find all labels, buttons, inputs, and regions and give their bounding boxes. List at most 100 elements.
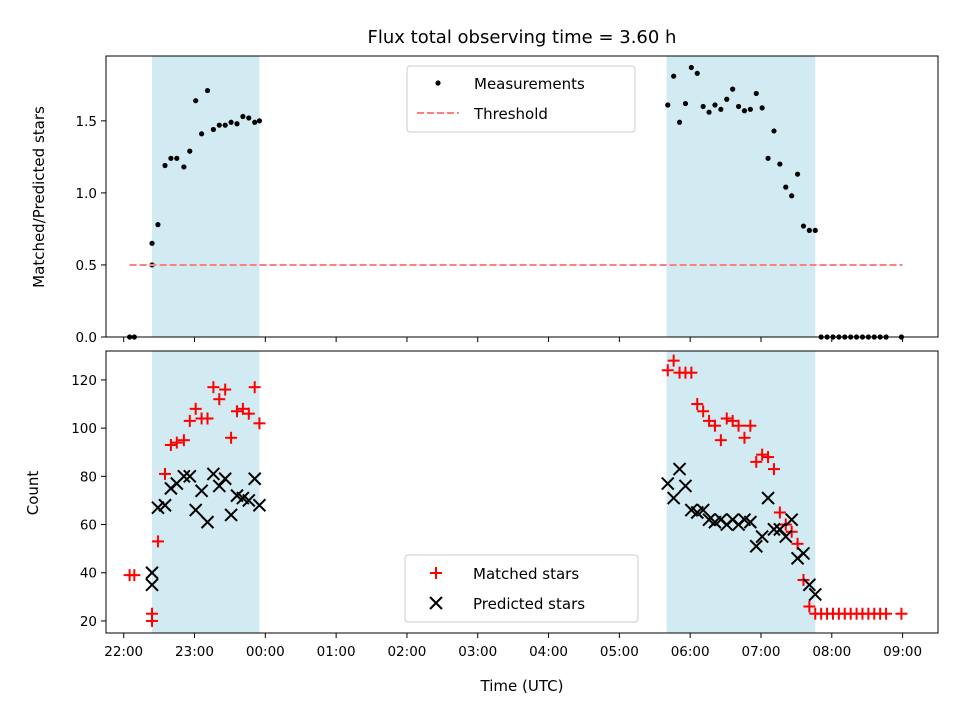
y-tick-label: 40 xyxy=(80,566,97,582)
predicted-star-point xyxy=(802,578,817,592)
measurement-point xyxy=(198,131,205,137)
matched-star-point xyxy=(732,419,745,432)
matched-star-point xyxy=(756,448,769,461)
predicted-star-point xyxy=(743,515,758,529)
matched-star-point xyxy=(225,431,238,444)
matched-star-point xyxy=(146,614,159,627)
matched-star-point xyxy=(720,412,733,425)
predicted-star-point xyxy=(767,522,781,537)
measurement-point xyxy=(789,193,795,199)
measurement-point xyxy=(735,103,742,110)
matched-star-point xyxy=(773,506,786,519)
measurement-point xyxy=(765,155,771,161)
measurement-point xyxy=(676,119,683,125)
measurement-point xyxy=(155,222,161,228)
measurement-point xyxy=(210,126,216,133)
predicted-star-point xyxy=(252,498,267,512)
matched-star-point xyxy=(744,419,757,432)
measurement-point xyxy=(747,106,753,112)
plot-frame xyxy=(105,55,939,338)
measurement-point xyxy=(759,105,765,111)
predicted-star-point xyxy=(247,472,262,486)
x-tick-label: 03:00 xyxy=(458,644,497,660)
legend-predicted-label: Predicted stars xyxy=(473,595,585,613)
measurement-point xyxy=(174,155,180,161)
matched-star-point xyxy=(201,412,214,425)
x-tick-label: 04:00 xyxy=(529,644,568,660)
predicted-star-point xyxy=(145,578,159,592)
predicted-star-point xyxy=(145,566,159,580)
predicted-star-point xyxy=(194,484,209,498)
measurement-point xyxy=(771,128,777,134)
predicted-star-point xyxy=(661,476,675,491)
matched-star-point xyxy=(714,434,727,447)
observing-window-1 xyxy=(666,351,816,633)
matched-star-point xyxy=(685,366,698,379)
legend-threshold-label: Threshold xyxy=(473,105,548,123)
y-tick-label: 20 xyxy=(80,614,97,630)
measurement-point xyxy=(168,155,174,161)
predicted-star-point xyxy=(177,469,191,484)
matched-star-point xyxy=(189,402,202,415)
matched-star-point xyxy=(661,364,674,377)
measurement-point xyxy=(187,148,193,154)
matched-star-point xyxy=(738,431,751,444)
measurement-point xyxy=(688,64,694,71)
matched-star-point xyxy=(667,354,680,367)
measurement-point xyxy=(256,118,263,124)
panel-counts: 20 40 60 80 100 120 22:00 23:00 00:00 01:00 02:00 0… xyxy=(71,350,939,660)
matched-star-point xyxy=(170,436,183,449)
matched-star-point xyxy=(159,467,172,480)
measurement-point xyxy=(252,119,258,125)
measurement-point xyxy=(730,86,736,92)
measurement-point xyxy=(193,98,199,104)
matched-star-point xyxy=(207,381,220,394)
x-tick-label: 02:00 xyxy=(387,644,426,660)
matched-star-point xyxy=(767,463,780,476)
matched-star-point xyxy=(253,417,266,430)
legend-measurements-label: Measurements xyxy=(474,75,585,93)
y-tick-label: 1.0 xyxy=(76,186,97,202)
predicted-star-point xyxy=(749,539,763,553)
matched-star-point xyxy=(219,383,232,396)
predicted-star-point xyxy=(224,508,238,522)
measurement-point xyxy=(712,102,718,108)
legend-predicted-marker xyxy=(429,596,443,610)
x-tick-label: 08:00 xyxy=(812,644,851,660)
legend-top: Measurements Threshold xyxy=(406,65,636,133)
plot-frame xyxy=(105,350,939,634)
matched-star-point xyxy=(691,398,704,411)
matched-star-point xyxy=(230,405,243,418)
x-tick-label: 22:00 xyxy=(104,644,143,660)
measurement-point xyxy=(216,122,222,128)
predicted-star-point xyxy=(678,479,693,493)
predicted-star-point xyxy=(779,529,793,544)
matched-star-point xyxy=(213,393,226,406)
predicted-star-point xyxy=(183,469,197,484)
predicted-star-point xyxy=(696,503,710,517)
measurement-point xyxy=(671,73,677,79)
measurement-point xyxy=(246,115,252,121)
legend-matched-marker xyxy=(430,567,442,579)
x-tick-label: 01:00 xyxy=(317,644,356,660)
predicted-star-point xyxy=(755,529,769,544)
y-tick-label: 0.5 xyxy=(76,258,97,274)
measurement-point xyxy=(240,113,246,120)
predicted-star-point xyxy=(242,493,256,508)
measurement-point xyxy=(700,103,706,110)
predicted-star-point xyxy=(808,587,822,602)
matched-star-point xyxy=(750,455,763,468)
predicted-star-point xyxy=(151,500,165,515)
y-tick-label: 80 xyxy=(80,469,97,485)
x-tick-label: 07:00 xyxy=(742,644,781,660)
measurement-point xyxy=(706,109,712,115)
predicted-star-point xyxy=(666,491,681,505)
matched-star-point xyxy=(164,439,177,451)
x-tick-label: 09:00 xyxy=(883,644,922,660)
measurement-point xyxy=(682,100,689,107)
measurement-point xyxy=(800,223,807,229)
predicted-star-point xyxy=(784,513,799,527)
observing-window-0 xyxy=(152,56,260,337)
y-tick-label: 0.0 xyxy=(76,330,97,346)
predicted-star-point xyxy=(761,491,775,505)
